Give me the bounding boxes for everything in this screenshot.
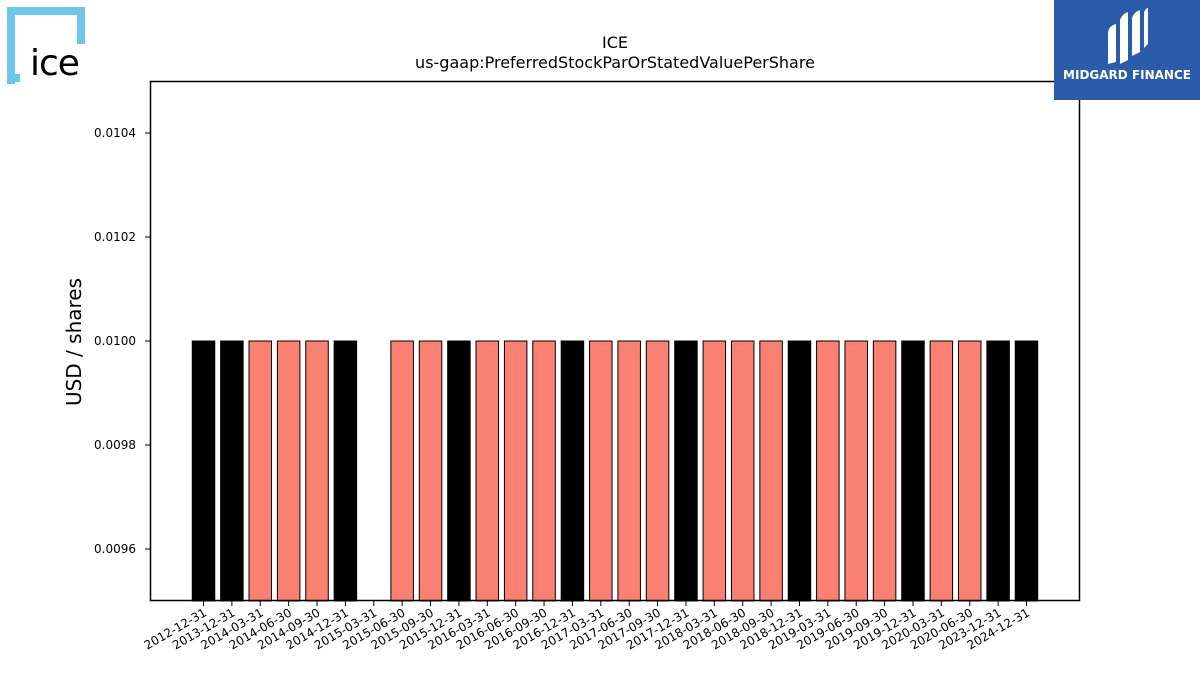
bar-2024-12-31 [1014, 340, 1039, 602]
y-tick-label-0.0104: 0.0104 [94, 126, 136, 140]
bar-2017-03-31 [589, 340, 613, 602]
y-axis-label: USD / shares [62, 278, 86, 406]
midgard-finance-text: MIDGARD FINANCE [1063, 68, 1191, 82]
x-axis-ticks: 2012-12-312013-12-312014-03-312014-06-30… [142, 601, 1032, 652]
bar-2014-12-31 [333, 340, 358, 602]
bar-2015-06-30 [390, 340, 414, 602]
y-tick-label-0.0102: 0.0102 [94, 230, 136, 244]
bar-2016-12-31 [560, 340, 585, 602]
bar-2015-12-31 [447, 340, 471, 602]
bar-2016-06-30 [503, 340, 528, 602]
bar-2019-06-30 [844, 340, 868, 602]
bar-2012-12-31 [191, 340, 216, 602]
y-axis-ticks: 0.0096 0.0098 0.0100 0.0102 0.0104 [94, 126, 150, 556]
bar-2018-06-30 [730, 340, 755, 602]
bar-2014-03-31 [248, 340, 273, 602]
bar-2017-09-30 [645, 340, 670, 602]
y-tick-label-0.0098: 0.0098 [94, 438, 136, 452]
bar-2019-12-31 [901, 340, 925, 602]
bar-2018-03-31 [702, 340, 727, 602]
bar-2013-12-31 [220, 340, 244, 602]
bar-2018-09-30 [759, 340, 783, 602]
bar-2015-09-30 [418, 340, 443, 602]
chart-title: ICE [602, 33, 628, 52]
chart-subtitle: us-gaap:PreferredStockParOrStatedValuePe… [415, 53, 815, 72]
bar-2016-09-30 [532, 340, 556, 602]
bars-group [191, 340, 1039, 602]
bar-2019-09-30 [872, 340, 897, 602]
y-tick-label-0.0100: 0.0100 [94, 334, 136, 348]
bar-2016-03-31 [475, 340, 500, 602]
y-tick-label-0.0096: 0.0096 [94, 542, 136, 556]
midgard-finance-logo: MIDGARD FINANCE [1054, 0, 1200, 100]
bar-2017-06-30 [617, 340, 641, 602]
plot-frame [149, 80, 1081, 602]
bar-2020-06-30 [957, 340, 982, 602]
ice-logo: ice [4, 4, 88, 88]
ice-logo-text: ice [30, 43, 80, 84]
bar-2023-12-31 [986, 340, 1010, 602]
bar-2018-12-31 [787, 340, 812, 602]
bar-2014-06-30 [276, 340, 301, 602]
midgard-mark-icon [1108, 8, 1148, 64]
bar-2019-03-31 [816, 340, 840, 602]
bar-2017-12-31 [674, 340, 698, 602]
bar-2014-09-30 [305, 340, 329, 602]
ice-logo-frame-icon [7, 7, 85, 84]
bar-2020-03-31 [929, 340, 954, 602]
